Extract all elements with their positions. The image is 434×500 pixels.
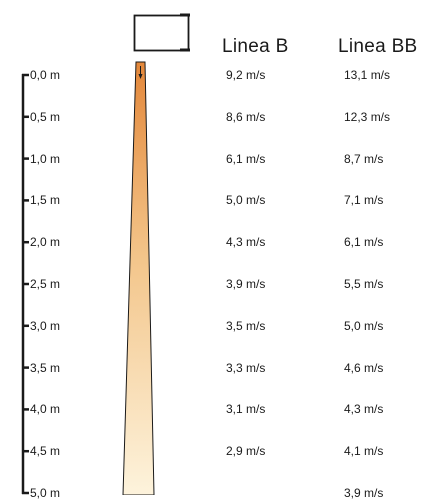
distance-label: 4,5 m bbox=[30, 444, 61, 459]
velocity-linea-bb: 5,0 m/s bbox=[344, 318, 384, 333]
velocity-linea-b: 3,5 m/s bbox=[226, 318, 266, 333]
velocity-linea-b: 3,1 m/s bbox=[226, 402, 266, 417]
distance-label: 2,0 m bbox=[30, 235, 61, 250]
velocity-linea-bb: 4,3 m/s bbox=[344, 402, 384, 417]
velocity-linea-bb: 7,1 m/s bbox=[344, 193, 384, 208]
distance-label: 0,0 m bbox=[30, 68, 61, 82]
velocity-linea-b: 8,6 m/s bbox=[226, 109, 266, 124]
velocity-linea-b: 4,3 m/s bbox=[226, 235, 266, 250]
velocity-linea-b: 2,9 m/s bbox=[226, 444, 266, 459]
velocity-linea-bb: 8,7 m/s bbox=[344, 151, 384, 166]
distance-label: 3,5 m bbox=[30, 360, 61, 375]
distance-label: 3,0 m bbox=[30, 318, 61, 333]
distance-label: 5,0 m bbox=[30, 486, 61, 500]
column-header-linea-bb: Linea BB bbox=[338, 36, 418, 57]
velocity-linea-b: 9,2 m/s bbox=[226, 68, 266, 82]
velocity-linea-b: 6,1 m/s bbox=[226, 151, 266, 166]
velocity-linea-b: 3,9 m/s bbox=[226, 277, 266, 291]
air-beam bbox=[122, 61, 155, 495]
velocity-linea-bb: 5,5 m/s bbox=[344, 277, 384, 291]
distance-label: 1,5 m bbox=[30, 193, 61, 208]
diffuser-unit-icon bbox=[133, 13, 190, 52]
velocity-linea-bb: 4,6 m/s bbox=[344, 360, 384, 375]
distance-label: 1,0 m bbox=[30, 151, 61, 166]
distance-scale-bar bbox=[21, 73, 29, 495]
velocity-linea-bb: 13,1 m/s bbox=[344, 68, 391, 82]
velocity-linea-b: 5,0 m/s bbox=[226, 193, 266, 208]
velocity-linea-bb: 3,9 m/s bbox=[344, 486, 384, 500]
distance-label: 0,5 m bbox=[30, 109, 61, 124]
flow-arrow-icon bbox=[138, 66, 143, 79]
distance-label: 2,5 m bbox=[30, 277, 61, 291]
velocity-linea-bb: 6,1 m/s bbox=[344, 235, 384, 250]
velocity-linea-bb: 12,3 m/s bbox=[344, 109, 391, 124]
velocity-linea-bb: 4,1 m/s bbox=[344, 444, 384, 459]
velocity-linea-b: 3,3 m/s bbox=[226, 360, 266, 375]
column-header-linea-b: Linea B bbox=[222, 36, 289, 57]
distance-label: 4,0 m bbox=[30, 402, 61, 417]
